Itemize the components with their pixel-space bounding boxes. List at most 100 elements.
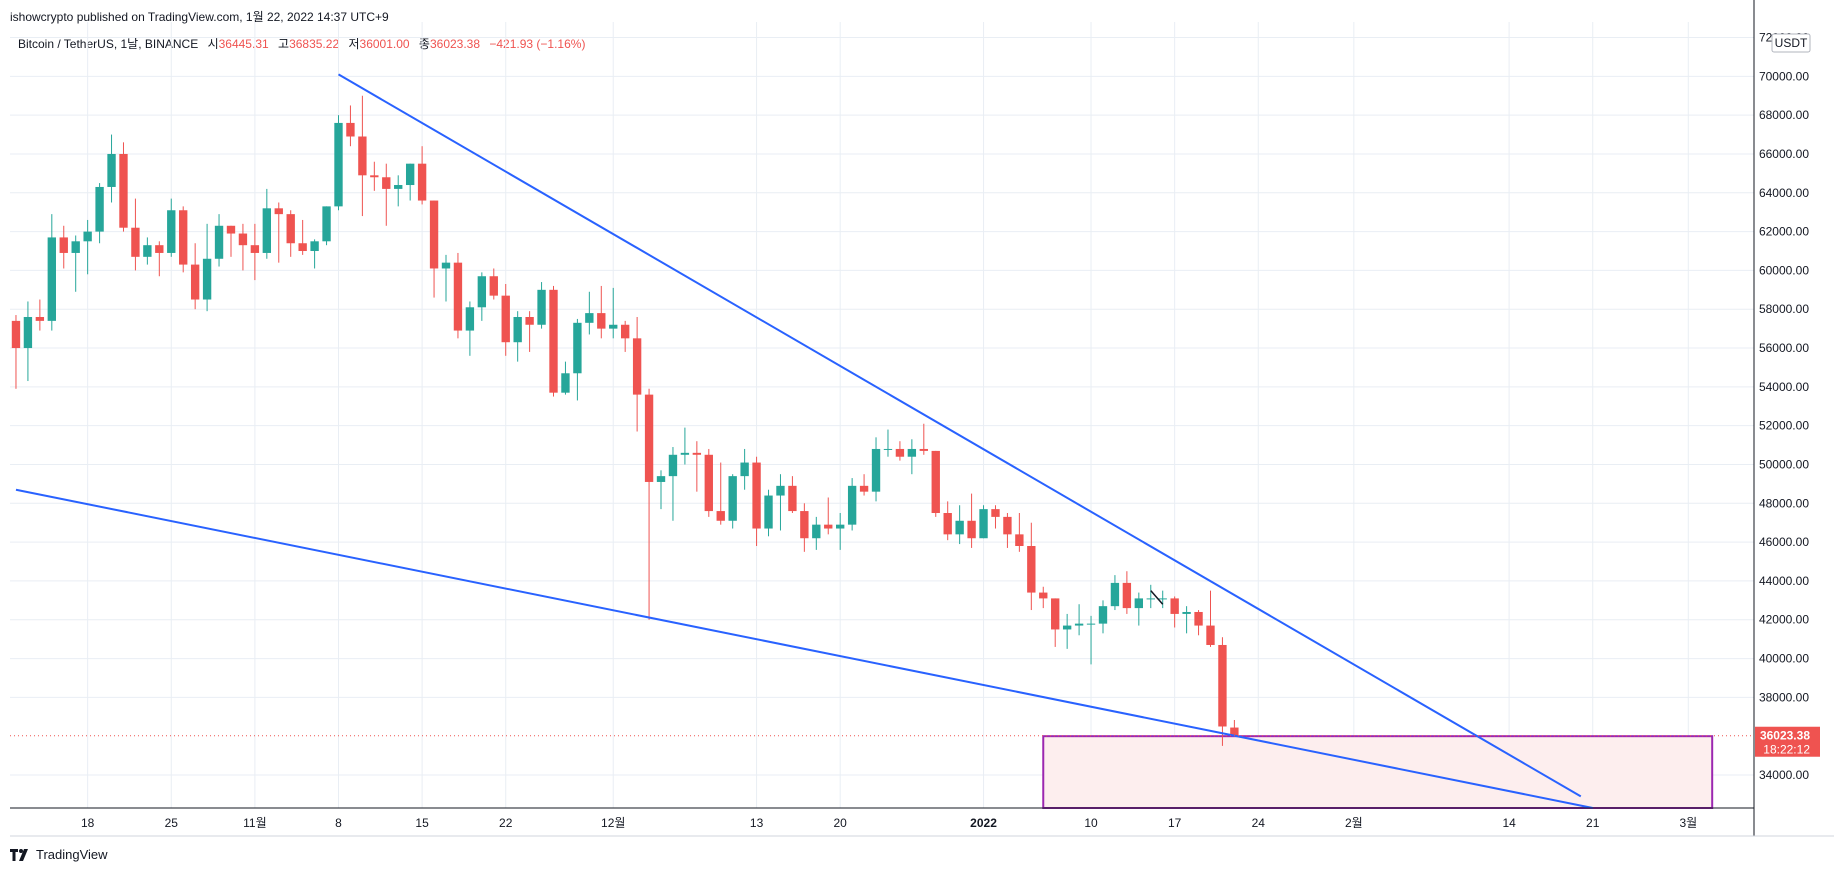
price-tick-label: 56000.00 [1759,341,1809,355]
tradingview-footer[interactable]: TradingView [10,847,108,862]
candle-body [298,243,307,252]
currency-label: USDT [1775,36,1808,50]
candle-body [131,227,140,257]
legend-low-value: 36001.00 [359,37,410,51]
candlestick-series [11,95,1239,746]
candle-body [334,122,343,207]
candle-body [441,262,451,269]
candle-body [597,313,606,329]
candle-body [95,186,104,232]
candle-body [740,462,749,477]
legend-open-value: 36445.31 [218,37,269,51]
chart-frame [10,0,1834,837]
candle-body [226,225,236,234]
candle-body [573,322,582,374]
candle-body [561,373,570,393]
date-tick-label: 15 [415,816,429,830]
candle-body [274,208,283,215]
current-price-label: 36023.38 [1760,729,1810,743]
price-tick-label: 52000.00 [1759,419,1809,433]
candle-body [286,214,295,244]
target-zone-rect [1042,735,1714,809]
candle-body [382,177,391,189]
price-tick-label: 50000.00 [1759,457,1809,471]
candle-body [1110,582,1120,607]
candle-body [214,225,224,259]
countdown-label: 18:22:12 [1763,743,1810,757]
legend-change-value: −421.93 (−1.16%) [489,37,586,51]
trendline-upper [337,73,1582,798]
candle-body [847,485,857,525]
time-axis[interactable]: 18 25 11월 8 15 22 12월 13 20 2022 10 17 24 2월 14 21 3월 [81,816,1697,830]
candle-body [585,313,594,323]
candle-body [943,513,952,535]
candle-body [824,524,833,529]
candle-body [155,245,164,253]
date-tick-label: 22 [499,816,513,830]
candle-body [453,262,463,331]
candle-body [1146,598,1155,600]
candle-body [644,394,654,482]
candle-body [1051,598,1060,630]
price-tick-label: 54000.00 [1759,380,1809,394]
candle-body [620,324,630,339]
date-tick-label: 3월 [1679,816,1697,830]
date-tick-label: 11월 [243,816,267,830]
candle-body [955,520,964,535]
candle-body [1015,534,1024,546]
candle-body [358,136,367,176]
candle-body [310,241,319,252]
legend-high-label: 고 [278,37,290,51]
candle-body [417,163,427,201]
tradingview-brand: TradingView [36,847,108,862]
legend-symbol: Bitcoin / TetherUS, 1날, BINANCE [18,37,199,51]
date-tick-label: 20 [834,816,848,830]
price-axis[interactable]: 72000.0070000.0068000.0066000.0064000.00… [1759,31,1811,782]
candle-body [1158,598,1167,600]
tradingview-logo-icon [10,848,28,861]
candle-body [35,316,45,321]
legend-high-value: 36835.22 [289,37,340,51]
candle-body [202,258,212,300]
trendline-lower [15,488,1593,809]
price-tick-label: 38000.00 [1759,690,1809,704]
price-tick-label: 68000.00 [1759,108,1809,122]
candle-body [23,316,33,349]
legend-open-label: 시 [207,37,219,51]
candle-body [549,289,558,393]
candle-body [513,316,522,343]
candle-body [871,448,881,492]
candle-body [764,495,773,529]
candle-body [262,208,272,253]
candle-body [836,524,845,529]
legend-close-value: 36023.38 [429,37,481,51]
candle-body [179,210,188,265]
date-tick-label: 10 [1084,816,1098,830]
candle-body [812,524,821,539]
candle-body [788,485,797,512]
candle-body [250,245,260,253]
candle-body [346,122,355,137]
candle-body [1134,598,1144,609]
candle-body [477,276,487,308]
candle-body [979,509,988,539]
price-tick-label: 40000.00 [1759,652,1809,666]
candle-body [47,237,56,321]
candle-body [680,452,690,455]
candle-body [405,163,415,186]
candle-body [776,485,785,496]
date-tick-label: 2월 [1345,816,1363,830]
candle-body [656,476,666,482]
price-tick-label: 42000.00 [1759,613,1809,627]
candle-body [931,450,940,514]
candle-body [632,338,642,395]
candle-body [370,175,379,178]
candle-body [895,448,905,457]
candle-body [859,485,869,492]
candle-body [609,324,618,329]
candle-body [800,511,809,539]
date-tick-label: 17 [1168,816,1182,830]
date-tick-label: 13 [750,816,764,830]
candle-body [1170,598,1179,614]
